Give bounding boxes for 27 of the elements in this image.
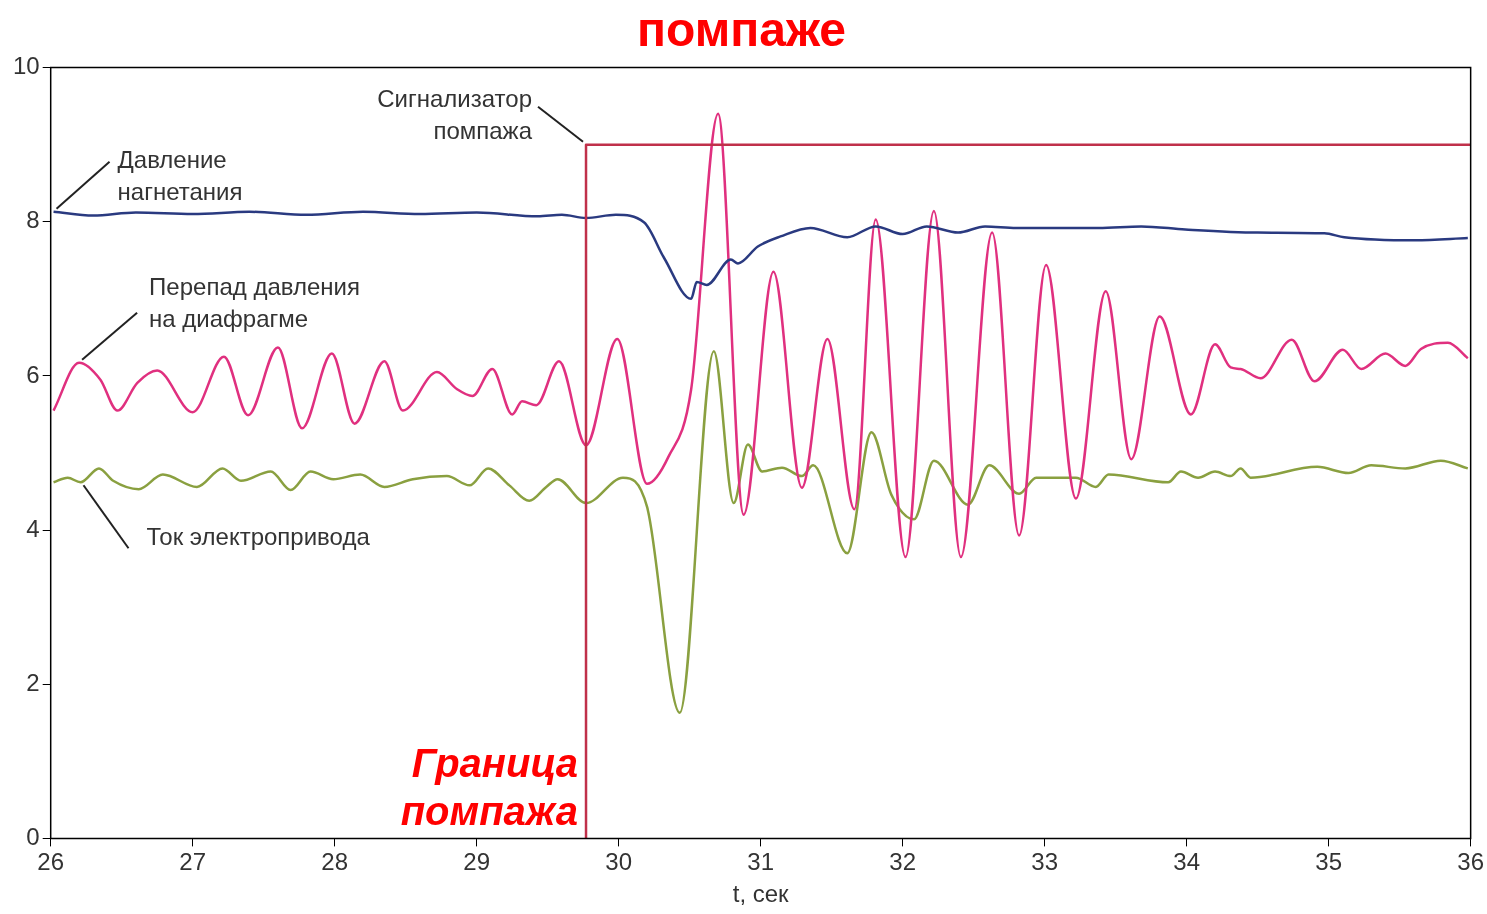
x-tick-label: 26 <box>37 848 65 876</box>
y-tick-label: 4 <box>26 514 40 542</box>
x-tick-label: 27 <box>179 848 207 876</box>
y-tick-label: 10 <box>12 52 40 80</box>
x-tick-label: 33 <box>1031 848 1059 876</box>
y-tick-label: 6 <box>26 360 40 388</box>
line-series <box>52 350 1470 715</box>
series-label: Давление нагнетания <box>117 146 243 206</box>
x-tick-label: 30 <box>605 848 633 876</box>
y-tick-label: 2 <box>26 668 40 696</box>
y-tick-label: 8 <box>26 206 40 234</box>
text: Сигнализатор помпажа <box>377 85 533 145</box>
x-tick-label: 34 <box>1173 848 1201 876</box>
chart-title: помпаже <box>637 3 846 57</box>
x-tick-label: 31 <box>747 848 775 876</box>
x-tick-label: 35 <box>1315 848 1343 876</box>
x-tick-label: 28 <box>321 848 349 876</box>
x-tick-label: 29 <box>463 848 491 876</box>
x-tick-label: 32 <box>889 848 917 876</box>
y-tick-label: 0 <box>26 823 40 851</box>
line-series <box>52 112 1470 559</box>
x-tick-label: 36 <box>1457 848 1484 876</box>
series-label: Ток электропривода <box>146 522 371 550</box>
annotation: Граница помпажа <box>400 741 579 834</box>
line-series <box>52 210 1470 301</box>
x-axis-title: t, сек <box>732 880 790 908</box>
series-label: Перепад давления на диафрагме <box>149 273 360 333</box>
